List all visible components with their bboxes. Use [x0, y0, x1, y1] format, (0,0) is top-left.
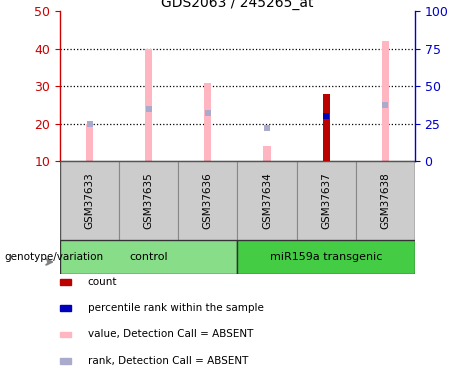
- Bar: [263, 146, 271, 161]
- Bar: [237, 161, 296, 240]
- Text: GSM37637: GSM37637: [321, 172, 331, 229]
- Title: GDS2063 / 245265_at: GDS2063 / 245265_at: [161, 0, 313, 10]
- Bar: [356, 161, 415, 240]
- Text: GSM37635: GSM37635: [144, 172, 154, 229]
- Text: count: count: [88, 277, 117, 287]
- Bar: [204, 82, 212, 161]
- Bar: [119, 161, 178, 240]
- Text: miR159a transgenic: miR159a transgenic: [270, 252, 382, 262]
- Bar: [296, 161, 356, 240]
- Bar: [60, 240, 237, 274]
- Bar: [382, 41, 389, 161]
- Bar: [323, 94, 330, 161]
- Bar: [323, 94, 330, 161]
- Text: percentile rank within the sample: percentile rank within the sample: [88, 303, 264, 313]
- Bar: [60, 332, 71, 337]
- Text: genotype/variation: genotype/variation: [5, 252, 104, 262]
- Text: GSM37638: GSM37638: [380, 172, 390, 229]
- Bar: [86, 124, 93, 161]
- Text: GSM37636: GSM37636: [203, 172, 213, 229]
- Bar: [178, 161, 237, 240]
- Bar: [237, 240, 415, 274]
- Bar: [145, 49, 152, 161]
- Text: value, Detection Call = ABSENT: value, Detection Call = ABSENT: [88, 330, 253, 339]
- Bar: [60, 305, 71, 311]
- Bar: [60, 161, 119, 240]
- Text: control: control: [130, 252, 168, 262]
- Bar: [60, 279, 71, 285]
- Text: GSM37634: GSM37634: [262, 172, 272, 229]
- Text: GSM37633: GSM37633: [84, 172, 95, 229]
- Bar: [60, 358, 71, 364]
- Text: rank, Detection Call = ABSENT: rank, Detection Call = ABSENT: [88, 356, 248, 366]
